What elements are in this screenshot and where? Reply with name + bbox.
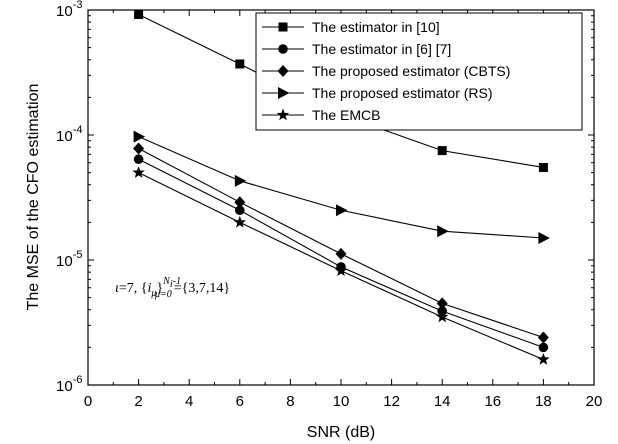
series-3-point bbox=[537, 331, 549, 344]
y-axis-label: The MSE of the CFO estimation bbox=[25, 84, 42, 311]
series-4-point bbox=[437, 225, 449, 238]
legend-marker bbox=[278, 87, 290, 99]
legend-label: The estimator in [10] bbox=[312, 19, 440, 35]
y-tick-label: 10-3 bbox=[56, 0, 82, 20]
legend-box bbox=[255, 12, 583, 131]
annotation-iota: ι bbox=[115, 281, 119, 296]
series-3-point bbox=[436, 297, 448, 310]
legend-marker bbox=[277, 65, 289, 77]
series-2-point bbox=[538, 342, 549, 353]
legend-label: The EMCB bbox=[312, 107, 380, 123]
x-tick-labels: 0 2 4 6 8 10 12 14 16 18 20 bbox=[84, 393, 603, 410]
series-5-point bbox=[233, 215, 246, 228]
legend-marker bbox=[276, 108, 290, 121]
series-1-point bbox=[538, 162, 548, 172]
legend-entry: The EMCB bbox=[262, 107, 380, 123]
x-axis-label: SNR (dB) bbox=[307, 424, 375, 441]
x-tick-label: 6 bbox=[236, 393, 244, 410]
legend-marker bbox=[278, 22, 288, 32]
series-4-point bbox=[336, 204, 348, 217]
x-tick-label: 0 bbox=[84, 393, 92, 410]
x-tick-label: 20 bbox=[586, 393, 603, 410]
series-5-point bbox=[436, 310, 449, 323]
y-tick-label: 10-6 bbox=[56, 374, 82, 395]
series-5-point bbox=[132, 166, 145, 178]
x-tick-label: 4 bbox=[185, 393, 193, 410]
y-tick-labels: 10-3 10-4 10-5 10-6 bbox=[56, 0, 82, 395]
x-tick-label: 16 bbox=[484, 393, 501, 410]
series-1-point bbox=[134, 10, 144, 20]
y-tick-label: 10-5 bbox=[56, 249, 82, 270]
series-1-point bbox=[437, 146, 447, 156]
annotation-eq1: =7, { bbox=[119, 281, 148, 296]
series-3-point bbox=[234, 196, 246, 209]
annotation-close: } bbox=[156, 281, 163, 296]
series-5-point bbox=[537, 352, 550, 365]
series-2-point bbox=[133, 154, 144, 165]
series-1-point bbox=[235, 59, 245, 69]
legend-label: The estimator in [6] [7] bbox=[312, 41, 451, 57]
x-tick-label: 12 bbox=[383, 393, 400, 410]
annotation-eq2: ={3,7,14} bbox=[174, 281, 230, 296]
series-markers bbox=[132, 10, 550, 365]
annotation-sub: μ=0 bbox=[154, 289, 172, 300]
annotation-i: i bbox=[148, 281, 152, 296]
x-tick-label: 14 bbox=[434, 393, 451, 410]
series-4-point bbox=[538, 231, 550, 244]
annotation-sup-rest: -1 bbox=[173, 276, 181, 287]
annotation-sup-sub: i bbox=[170, 279, 173, 290]
series-5-point bbox=[334, 264, 348, 277]
plot-frame bbox=[87, 9, 595, 386]
series-2-point bbox=[235, 205, 245, 216]
legend-label: The proposed estimator (RS) bbox=[312, 85, 493, 101]
legend-marker bbox=[278, 44, 288, 54]
legend-label: The proposed estimator (CBTS) bbox=[312, 63, 510, 79]
legend-entry: The estimator in [6] [7] bbox=[262, 41, 451, 57]
x-tick-label: 18 bbox=[535, 393, 552, 410]
annotation-sup: N bbox=[162, 276, 171, 287]
x-tick-label: 2 bbox=[134, 393, 142, 410]
legend: The estimator in [10] The estimator in [6… bbox=[255, 12, 583, 131]
y-tick-label: 10-4 bbox=[56, 124, 82, 145]
legend-entry: The proposed estimator (CBTS) bbox=[262, 63, 510, 79]
series-4-point bbox=[234, 174, 247, 187]
series-4-point bbox=[133, 130, 146, 143]
annotation: ι=7, {iμ}Ni-1 μ=0 ={3,7,14} bbox=[115, 276, 230, 300]
series-3-point bbox=[133, 142, 145, 155]
legend-entry: The proposed estimator (RS) bbox=[262, 85, 493, 101]
x-tick-label: 10 bbox=[333, 393, 350, 410]
series-3-point bbox=[335, 247, 347, 260]
x-tick-label: 8 bbox=[286, 393, 294, 410]
annotation-mu: μ bbox=[150, 288, 156, 299]
legend-entry: The estimator in [10] bbox=[262, 19, 440, 35]
